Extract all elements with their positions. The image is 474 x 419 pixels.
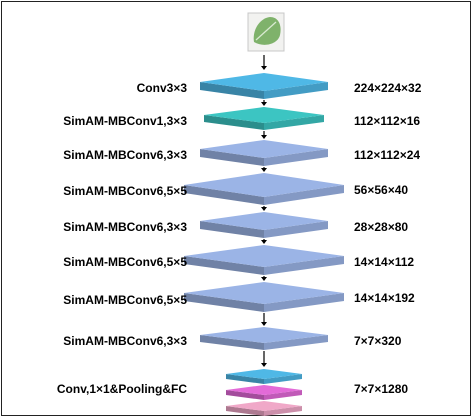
layer-block-4 xyxy=(184,173,344,205)
layer-block-5 xyxy=(200,212,328,238)
arrow-4-head xyxy=(261,207,267,211)
layer-label-2: SimAM-MBConv1,3×3 xyxy=(63,114,187,128)
layer-dims-7: 14×14×192 xyxy=(354,291,415,305)
layer-label-9: Conv,1×1&Pooling&FC xyxy=(57,382,187,396)
layer-label-1: Conv3×3 xyxy=(137,81,188,95)
leaf-vein xyxy=(255,21,277,41)
head-block-2 xyxy=(226,385,302,400)
layer-dims-5: 28×28×80 xyxy=(354,220,408,234)
layer-dims-2: 112×112×16 xyxy=(354,114,420,128)
layer-label-4: SimAM-MBConv6,5×5 xyxy=(63,184,187,198)
layer-label-5: SimAM-MBConv6,3×3 xyxy=(63,220,187,234)
layer-label-3: SimAM-MBConv6,3×3 xyxy=(63,148,187,162)
layer-block-8 xyxy=(200,327,328,350)
layer-label-6: SimAM-MBConv6,5×5 xyxy=(63,255,187,269)
head-block-3 xyxy=(226,401,302,416)
layer-block-1 xyxy=(200,73,328,99)
arrow-2-head xyxy=(261,135,267,139)
layer-block-7 xyxy=(184,282,344,312)
layer-label-8: SimAM-MBConv6,3×3 xyxy=(63,334,187,348)
layer-block-2 xyxy=(204,107,324,130)
layer-dims-4: 56×56×40 xyxy=(354,183,408,197)
arrow-6-head xyxy=(261,277,267,281)
arrow-1-head xyxy=(261,102,267,106)
arrow-input-head xyxy=(261,66,267,70)
layer-label-7: SimAM-MBConv6,5×5 xyxy=(63,293,187,307)
head-block-1 xyxy=(226,369,302,384)
layer-dims-8: 7×7×320 xyxy=(354,334,402,348)
arrow-7-head xyxy=(261,322,267,326)
layer-block-3 xyxy=(200,140,328,166)
layer-dims-6: 14×14×112 xyxy=(354,255,414,269)
layer-dims-9: 7×7×1280 xyxy=(354,382,408,396)
arrow-3-head xyxy=(261,168,267,172)
arrow-head-head xyxy=(261,363,267,367)
layer-dims-3: 112×112×24 xyxy=(354,148,420,162)
layer-block-6 xyxy=(184,245,344,275)
arrow-5-head xyxy=(261,240,267,244)
layer-dims-1: 224×224×32 xyxy=(354,81,422,95)
